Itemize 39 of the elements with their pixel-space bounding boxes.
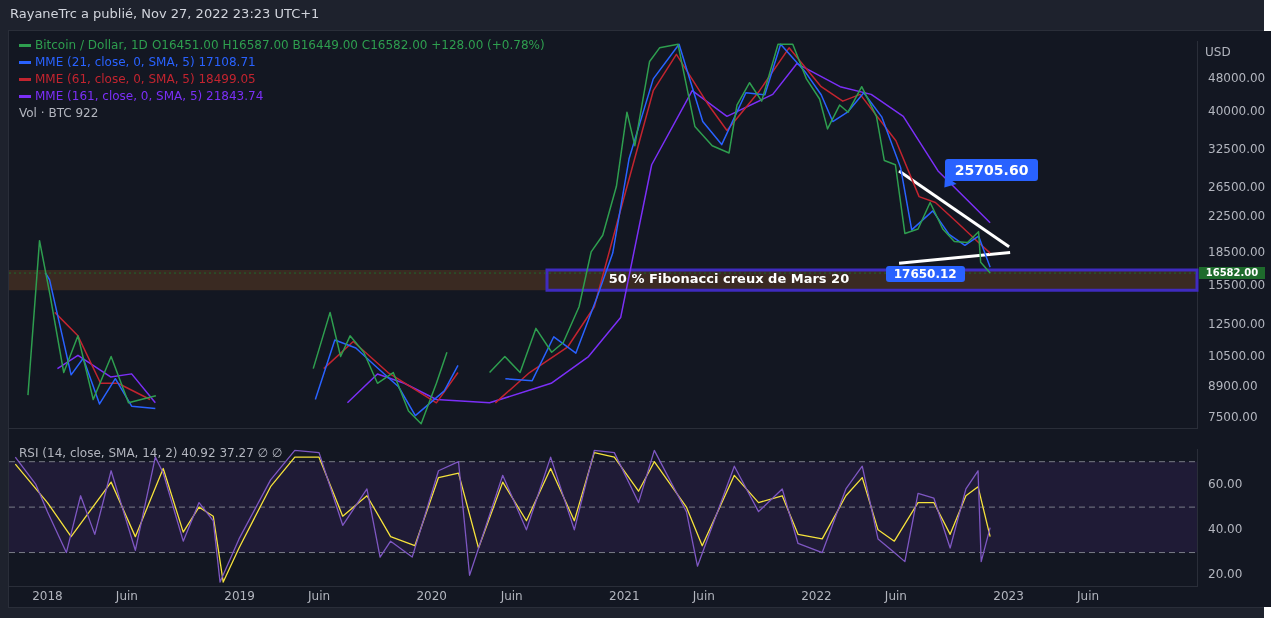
- y-tick-label: 40.00: [1208, 521, 1243, 536]
- annotation: 17650.12: [893, 266, 957, 281]
- x-tick-label: 2020: [416, 588, 447, 603]
- y-tick-label: 20.00: [1208, 567, 1243, 582]
- x-tick-label: 2022: [801, 588, 832, 603]
- annotation: 25705.60: [954, 161, 1029, 178]
- x-tick-label: 2018: [32, 588, 63, 603]
- y-tick-label: 32500.00: [1208, 142, 1266, 157]
- legend-label: MME (61, close, 0, SMA, 5) 18499.05: [35, 71, 256, 88]
- legend-label: MME (161, close, 0, SMA, 5) 21843.74: [35, 88, 264, 105]
- x-tick-label: Juin: [114, 588, 138, 603]
- annotation: Vol · BTC 922: [19, 105, 100, 122]
- band-label: 50 % Fibonacci creux de Mars 20: [608, 271, 850, 287]
- ref-line-label: 16582.00: [1205, 266, 1259, 278]
- x-tick-label: Juin: [306, 588, 331, 603]
- y-tick-label: 48000.00: [1208, 71, 1266, 86]
- x-tick-label: Juin: [691, 588, 715, 603]
- chart-title: RayaneTrc a publié, Nov 27, 2022 23:23 UTC+1: [9, 5, 321, 23]
- x-tick-label: Juin: [883, 588, 907, 603]
- x-tick-label: Juin: [1076, 588, 1100, 603]
- y-axis-title: USD: [1205, 45, 1231, 60]
- y-tick-label: 18500.00: [1208, 245, 1266, 260]
- annotation: O16451.00 H16587.00 B16449.00 C16582.00 +128.00 (+0.78%): [151, 37, 545, 54]
- y-tick-label: 12500.00: [1208, 316, 1266, 331]
- x-tick-label: Juin: [499, 588, 523, 603]
- annotation: RSI (14, close, SMA, 14, 2) 40.92 37.27 ∅ ∅: [19, 445, 283, 462]
- y-tick-label: 10500.00: [1208, 348, 1266, 363]
- x-tick-label: 2023: [993, 588, 1024, 603]
- x-tick-label: 2021: [609, 588, 640, 603]
- y-tick-label: 7500.00: [1208, 410, 1258, 425]
- legend-label: Bitcoin / Dollar, 1D: [35, 37, 148, 54]
- y-tick-label: 8900.00: [1208, 378, 1258, 393]
- legend-label: MME (21, close, 0, SMA, 5) 17108.71: [35, 54, 256, 71]
- x-tick-label: 2019: [224, 588, 255, 603]
- y-tick-label: 26500.00: [1208, 179, 1266, 194]
- y-tick-label: 60.00: [1208, 476, 1243, 491]
- y-tick-label: 40000.00: [1208, 104, 1266, 119]
- y-tick-label: 15500.00: [1208, 277, 1266, 292]
- y-tick-label: 22500.00: [1208, 209, 1266, 224]
